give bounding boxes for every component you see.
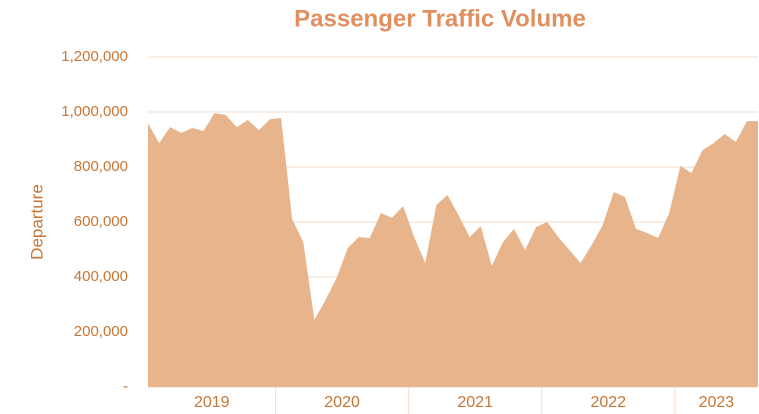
y-tick-label: 1,200,000 <box>61 48 128 65</box>
x-group-label: 2023 <box>699 394 735 411</box>
x-group-label: 2021 <box>457 394 493 411</box>
y-tick-label: 1,000,000 <box>61 103 128 120</box>
y-tick-label: 400,000 <box>74 268 128 285</box>
y-tick-label: - <box>123 378 128 395</box>
y-tick-label: 200,000 <box>74 323 128 340</box>
area <box>148 113 758 387</box>
x-group-label: 2019 <box>194 394 230 411</box>
chart-title: Passenger Traffic Volume <box>294 5 586 32</box>
y-tick-label: 800,000 <box>74 158 128 175</box>
x-group-label: 2020 <box>324 394 360 411</box>
y-axis-label: Departure <box>27 184 46 260</box>
x-group-label: 2022 <box>590 394 626 411</box>
y-tick-label: 600,000 <box>74 213 128 230</box>
